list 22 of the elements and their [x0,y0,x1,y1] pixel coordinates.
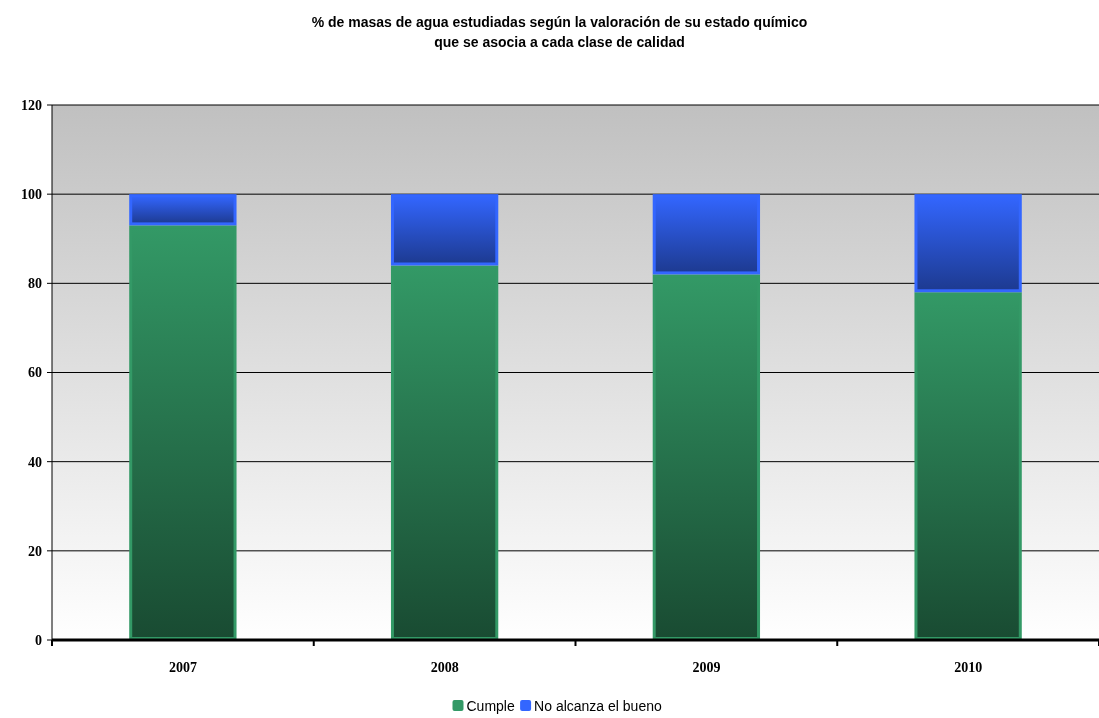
chart-title: % de masas de agua estudiadas según la valoración de su estado químico que se asocia a cada clase de calidad [311,14,808,50]
x-tick-label: 2008 [430,660,459,675]
bar [652,274,761,640]
bar [129,225,237,640]
bar [129,194,237,226]
y-tick-label: 120 [21,97,42,113]
legend-label: No alcanza el bueno [534,698,662,714]
y-tick-label: 100 [21,187,42,203]
y-tick-label: 0 [35,632,42,648]
y-tick-label: 20 [28,543,42,559]
bar [914,194,1022,293]
y-tick-label: 40 [28,454,42,470]
bar [390,194,499,266]
bar [390,265,499,640]
x-tick-label: 2009 [692,660,721,675]
y-tick-label: 60 [28,365,42,381]
legend-label: Cumple [466,698,515,714]
x-tick-label: 2007 [168,660,197,675]
bar [652,194,761,275]
y-tick-label: 80 [28,276,42,292]
x-tick-label: 2010 [954,660,983,675]
bar [914,292,1022,640]
